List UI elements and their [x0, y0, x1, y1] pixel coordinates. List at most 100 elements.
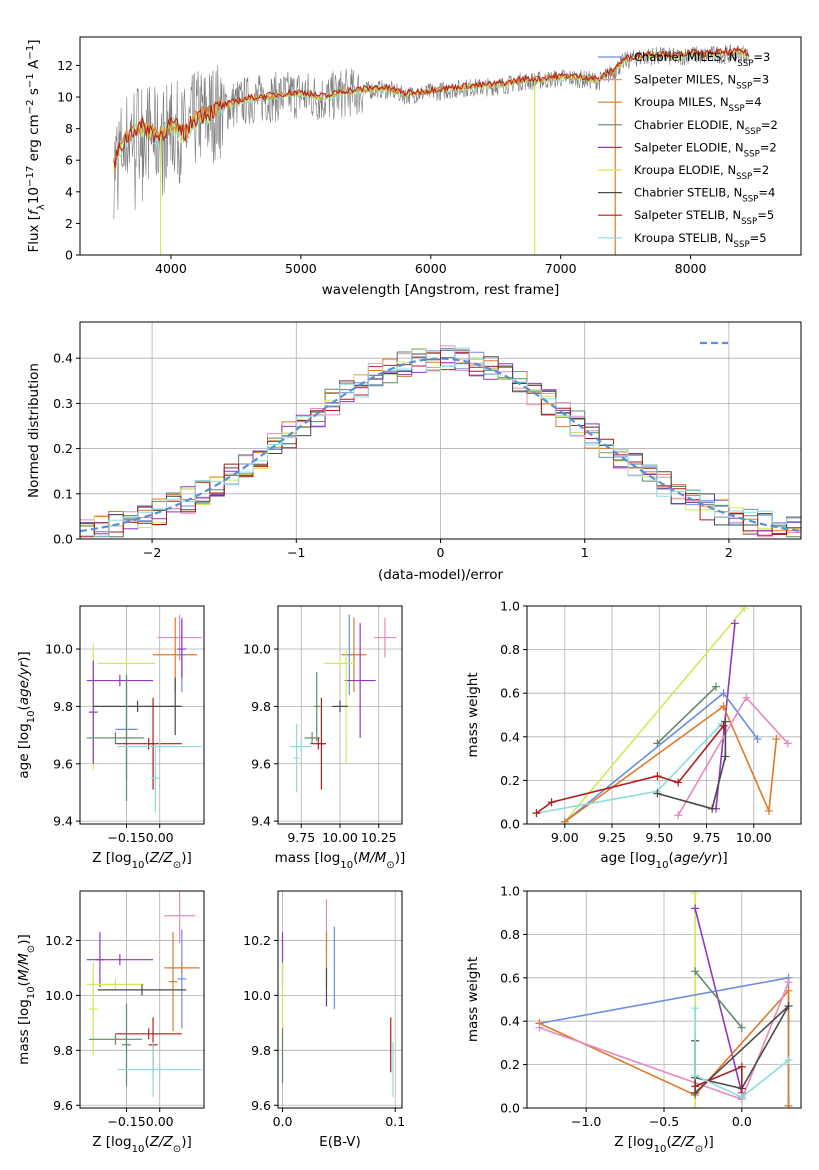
x-axis-label: Z [log10(Z/Z⊙)]: [92, 850, 192, 871]
weight-marker: [653, 789, 662, 798]
weight-line: [657, 721, 727, 810]
y-tick-label: 9.6: [53, 756, 73, 771]
x-axis-label: Z [log10(Z/Z⊙)]: [614, 1134, 714, 1155]
weight-line: [677, 696, 789, 816]
y-axis-label: Flux [fλ10−17 erg cm−2 s−1 A−1]: [25, 39, 47, 252]
plot-area-age-vs-mass: [290, 614, 396, 793]
weight-marker: [753, 734, 762, 743]
plot-area-weight-vs-z: [535, 891, 793, 1108]
weight-marker: [691, 904, 700, 913]
legend-entry: Chabrier STELIB, NSSP=4: [634, 186, 775, 205]
plot-area-residuals: [80, 345, 801, 538]
x-tick-label: 5000: [285, 261, 317, 276]
y-tick-label: 2: [65, 216, 73, 231]
legend-entry: Kroupa ELODIE, NSSP=2: [634, 163, 769, 182]
weight-marker: [721, 717, 730, 726]
y-tick-label: 8: [65, 121, 73, 136]
y-tick-label: 10: [57, 90, 73, 105]
y-tick-label: 9.4: [251, 814, 271, 829]
x-tick-label: 2: [725, 545, 733, 560]
plot-area-mass-vs-z: [86, 891, 202, 1098]
x-tick-label: −0.15: [107, 1114, 145, 1129]
y-tick-label: 9.8: [53, 1043, 73, 1058]
x-tick-label: −1: [287, 545, 305, 560]
weight-line: [694, 1008, 789, 1099]
legend-entry: Kroupa STELIB, NSSP=5: [634, 231, 767, 250]
y-tick-label: 10.0: [243, 988, 271, 1003]
y-tick-label: 0.6: [500, 686, 520, 701]
weight-marker: [691, 1071, 700, 1080]
x-tick-label: 9.75: [693, 830, 721, 845]
x-tick-label: −2: [143, 545, 161, 560]
y-tick-label: 10.0: [243, 642, 271, 657]
x-tick-label: −0.5: [649, 1114, 679, 1129]
y-axis-label: mass weight: [465, 672, 481, 757]
plot-area-weight-vs-age: [532, 606, 792, 824]
y-tick-label: 9.8: [251, 1043, 271, 1058]
weight-marker: [772, 734, 781, 743]
weight-marker: [719, 721, 728, 730]
x-tick-label: 10.00: [322, 830, 358, 845]
x-tick-label: −0.15: [107, 830, 145, 845]
weight-marker: [764, 806, 773, 815]
x-tick-label: 8000: [675, 261, 707, 276]
weight-marker: [547, 798, 556, 807]
y-tick-label: 0.2: [500, 1057, 520, 1072]
legend-entry: Chabrier ELODIE, NSSP=2: [634, 118, 778, 137]
y-axis-label: mass weight: [465, 957, 481, 1042]
y-tick-label: 0.1: [53, 486, 73, 501]
x-tick-label: 1: [581, 545, 589, 560]
x-tick-label: 7000: [545, 261, 577, 276]
weight-marker: [737, 1062, 746, 1071]
x-tick-label: 0.00: [146, 830, 174, 845]
weight-marker: [691, 1082, 700, 1091]
weight-marker: [784, 1101, 793, 1108]
y-tick-label: 9.4: [53, 814, 73, 829]
y-tick-label: 0.2: [53, 441, 73, 456]
x-axis-label: Z [log10(Z/Z⊙)]: [92, 1134, 192, 1155]
x-tick-label: 10.25: [361, 830, 397, 845]
weight-marker: [691, 891, 700, 898]
weight-marker: [784, 1056, 793, 1065]
legend-entry: Salpeter ELODIE, NSSP=2: [634, 140, 777, 159]
weight-marker: [730, 619, 739, 628]
weight-marker: [691, 1004, 700, 1013]
y-tick-label: 10.0: [45, 988, 73, 1003]
y-tick-label: 10.0: [45, 642, 73, 657]
plot-area-age-vs-z: [86, 614, 202, 813]
x-tick-label: 9.75: [287, 830, 315, 845]
y-tick-label: 9.6: [251, 1098, 271, 1113]
axes-frame: [79, 890, 205, 1109]
weight-marker: [532, 809, 541, 818]
y-tick-label: 0.6: [500, 970, 520, 985]
panel-spectrum: 4000 5000 6000 7000 8000 0 2 4 6 8 10 12 Chabrier MI…: [25, 36, 802, 298]
y-axis-label: mass [log10(M/M⊙)]: [16, 934, 37, 1065]
histogram-step-line: [80, 351, 801, 538]
y-tick-label: 12: [57, 58, 73, 73]
panel-weight-vs-age: 9.00 9.25 9.50 9.75 10.00 0.0 0.2 0.4 0.6 0.8 1.0 a…: [465, 599, 802, 871]
weight-line: [694, 970, 743, 1029]
legend-entry: Kroupa MILES, NSSP=4: [634, 95, 762, 114]
legend-entry: Chabrier MILES, NSSP=3: [634, 50, 770, 69]
weight-marker: [784, 1002, 793, 1011]
y-tick-label: 4: [65, 184, 73, 199]
weight-marker: [737, 1023, 746, 1032]
x-tick-label: 10.00: [736, 830, 772, 845]
panel-mass-vs-z: −0.15 0.00 9.6 9.8 10.0 10.2 Z [log10(Z/Z⊙)] ma…: [16, 890, 205, 1155]
y-tick-label: 0.4: [500, 1014, 520, 1029]
legend-entry: Salpeter MILES, NSSP=3: [634, 73, 769, 92]
panel-age-vs-z: −0.15 0.00 9.4 9.6 9.8 10.0 Z [log10(Z/Z⊙)] age…: [16, 605, 205, 871]
x-tick-label: 0.0: [273, 1114, 293, 1129]
weight-marker: [560, 817, 569, 824]
weight-line: [715, 623, 736, 809]
weight-marker: [742, 693, 751, 702]
panel-mass-vs-ebv: 0.0 0.1 9.6 9.8 10.0 10.2 E(B-V): [243, 890, 405, 1150]
axes-frame: [79, 605, 205, 825]
y-tick-label: 0.8: [500, 642, 520, 657]
x-tick-label: 0.1: [385, 1114, 405, 1129]
x-tick-label: 4000: [155, 261, 187, 276]
histogram-step-line: [80, 347, 801, 538]
y-tick-label: 10.2: [45, 933, 73, 948]
x-axis-label: E(B-V): [319, 1134, 361, 1150]
